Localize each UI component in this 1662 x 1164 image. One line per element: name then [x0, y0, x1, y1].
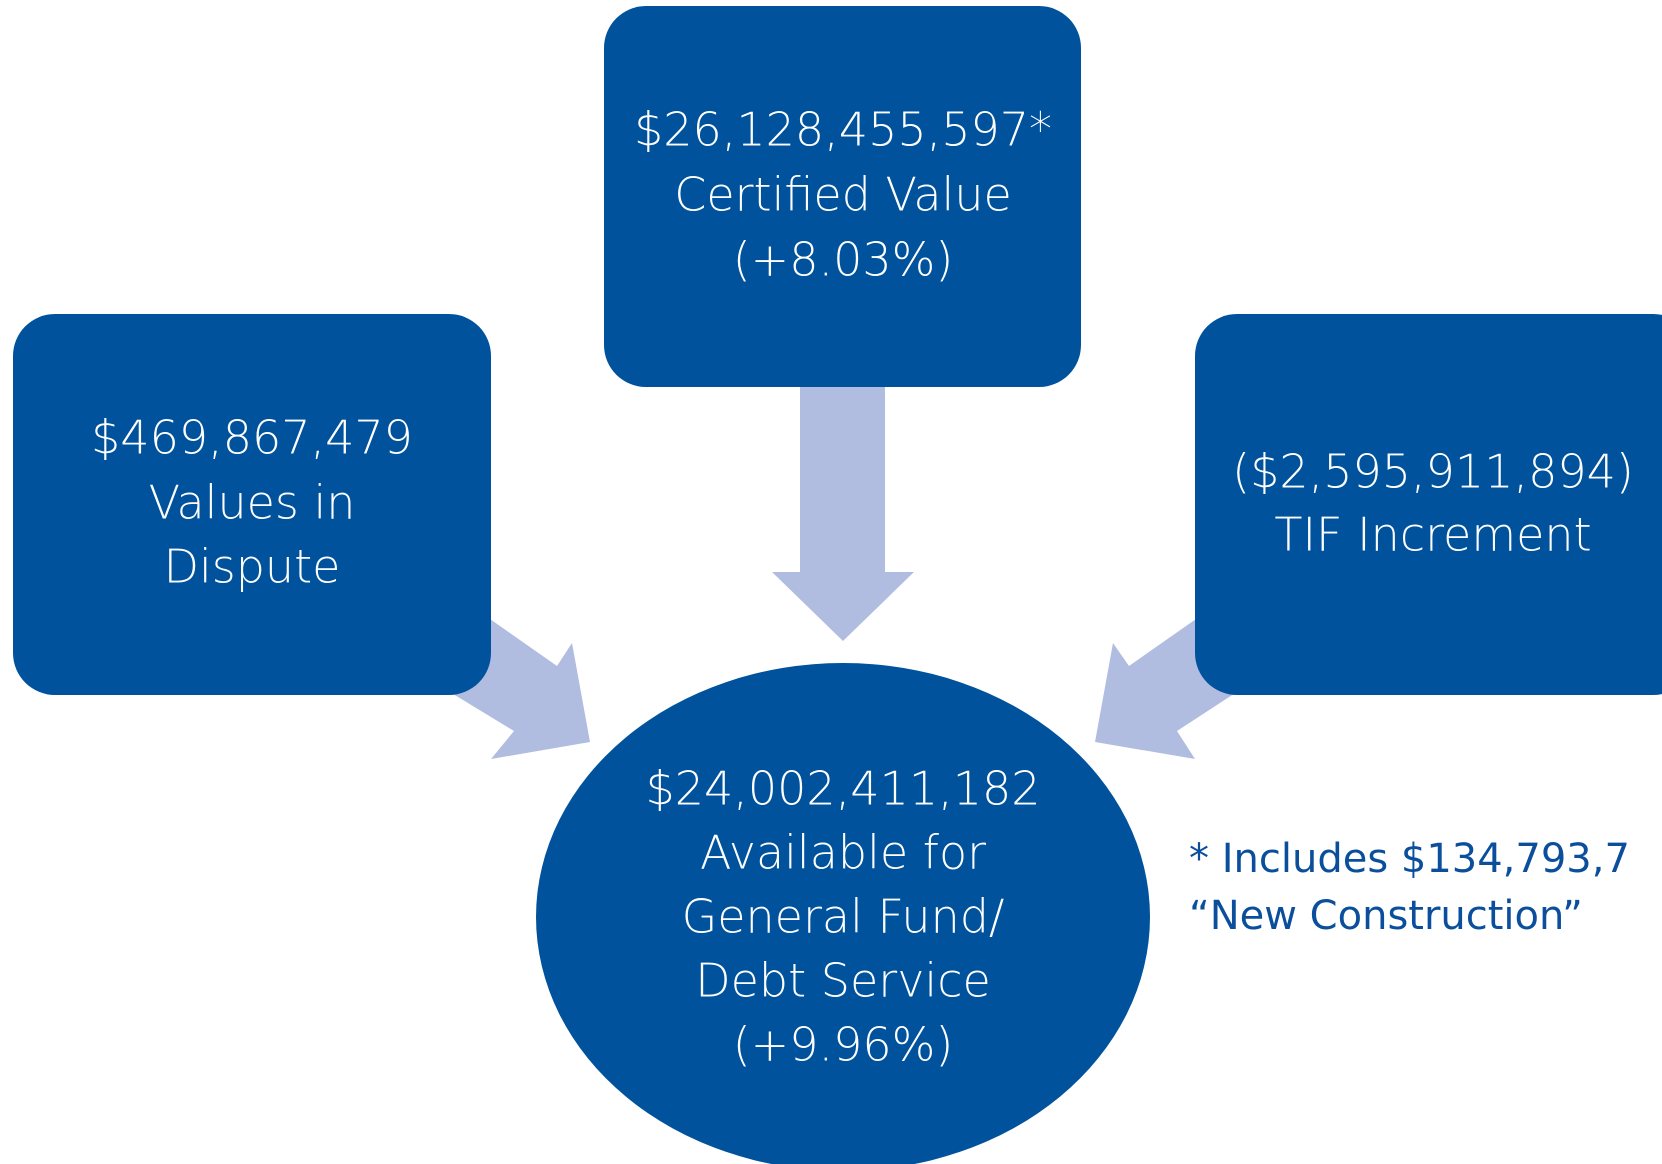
- node-text: $26,128,455,597*: [634, 103, 1052, 157]
- node-text: (+9.96%): [733, 1018, 954, 1072]
- arrow-down: [772, 380, 914, 641]
- available-circle: [536, 663, 1150, 1164]
- tif-box: [1195, 314, 1662, 695]
- node-text: General Fund/: [682, 890, 1005, 944]
- node-text: ($2,595,911,894): [1232, 445, 1634, 499]
- node-text: TIF Increment: [1274, 508, 1591, 562]
- node-text: Available for: [700, 826, 986, 880]
- certified-box: [604, 6, 1081, 387]
- node-text: Dispute: [164, 540, 341, 594]
- node-text: Values in: [149, 476, 356, 530]
- footnote: “New Construction”: [1189, 893, 1583, 939]
- node-text: $469,867,479: [91, 411, 413, 465]
- node-text: (+8.03%): [733, 233, 954, 287]
- node-text: Debt Service: [695, 954, 991, 1008]
- node-text: $24,002,411,182: [645, 762, 1040, 816]
- footnote: * Includes $134,793,7: [1189, 836, 1630, 882]
- dispute-box: [13, 314, 491, 695]
- node-text: Certified Value: [674, 168, 1012, 222]
